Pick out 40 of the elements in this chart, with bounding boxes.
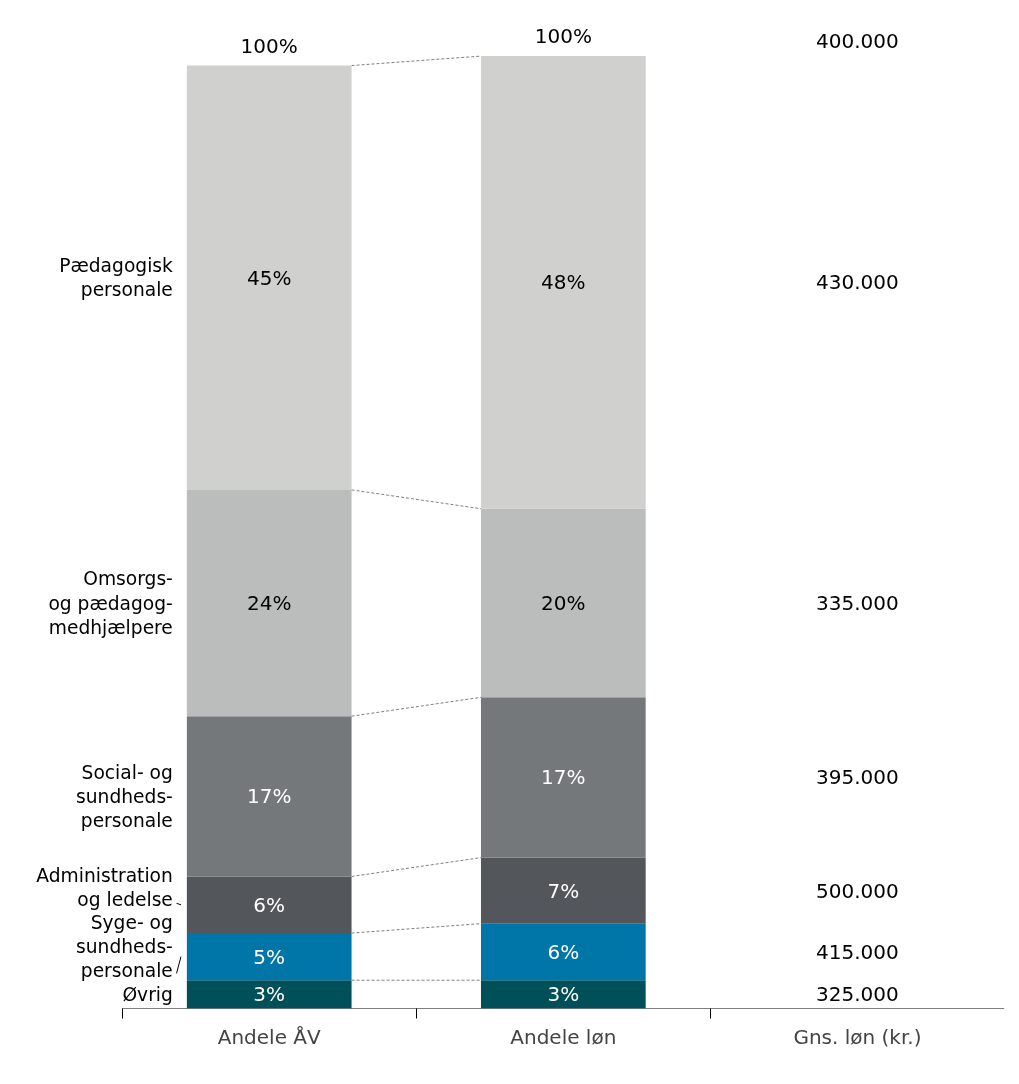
bar xyxy=(186,933,352,981)
text: 395.000 xyxy=(816,765,899,790)
bar xyxy=(186,65,352,490)
bar xyxy=(480,508,646,698)
x-tick-label: Andele løn xyxy=(510,1024,617,1049)
series-label: Social- og sundheds- personale xyxy=(76,761,173,831)
text: 325.000 xyxy=(816,982,899,1007)
text: 430.000 xyxy=(816,270,899,295)
data-label: 5% xyxy=(253,944,286,969)
data-label: 17% xyxy=(246,784,292,809)
data-label: 24% xyxy=(246,591,292,616)
data-label: 7% xyxy=(547,878,580,903)
data-label: 20% xyxy=(541,591,586,616)
data-label: 48% xyxy=(541,270,586,295)
total-label: 100% xyxy=(534,24,592,49)
bar xyxy=(186,876,352,934)
bar xyxy=(480,923,646,981)
x-tick-label: Andele ÅV xyxy=(217,1024,321,1049)
data-label: 3% xyxy=(253,982,286,1007)
bar xyxy=(480,980,646,1009)
bar xyxy=(480,56,646,509)
total-label: 100% xyxy=(240,33,298,58)
data-label: 6% xyxy=(253,892,286,917)
text: 500.000 xyxy=(816,878,899,903)
series-label: Administration og ledelse xyxy=(36,864,173,910)
series-label: Øvrig xyxy=(122,983,173,1005)
data-label: 3% xyxy=(547,982,580,1007)
data-label: 17% xyxy=(541,765,586,790)
series-label: Syge- og sundheds- personale xyxy=(76,911,173,982)
series-label: Omsorgs- og pædagog- medhjælpere xyxy=(48,568,173,638)
data-label: 45% xyxy=(246,265,292,290)
bar xyxy=(186,489,352,717)
text: 415.000 xyxy=(816,939,899,964)
bar xyxy=(186,980,352,1009)
text: 400.000 xyxy=(816,29,899,54)
data-label: 6% xyxy=(547,939,580,964)
series-label: Pædagogisk personale xyxy=(59,255,174,301)
x-tick-label: Gns. løn (kr.) xyxy=(793,1024,922,1049)
bar xyxy=(480,857,646,924)
text: 335.000 xyxy=(816,591,899,616)
